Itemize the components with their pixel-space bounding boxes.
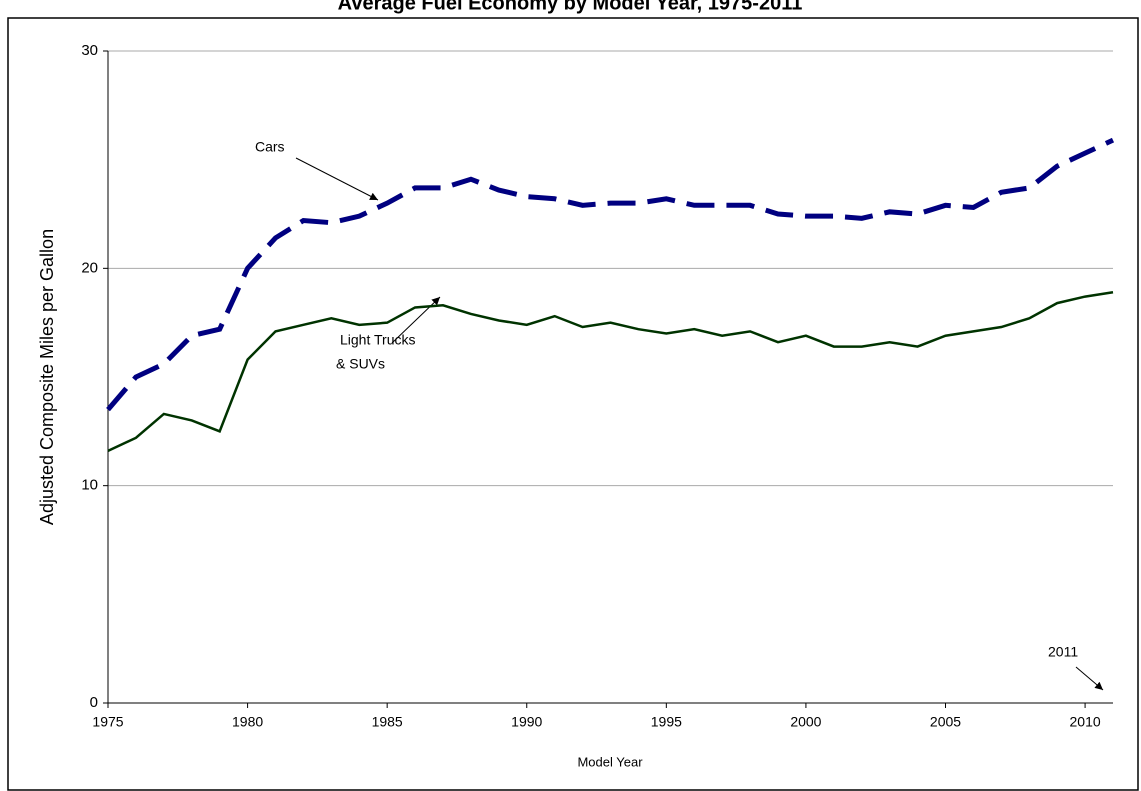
annotation: 2011 — [1048, 644, 1078, 660]
x-tick-label: 1975 — [92, 714, 123, 730]
x-tick-label: 2010 — [1070, 714, 1101, 730]
y-tick-label: 30 — [81, 42, 98, 59]
x-axis-label: Model Year — [577, 754, 643, 769]
x-tick-label: 1990 — [511, 714, 542, 730]
x-tick-label: 2000 — [790, 714, 821, 730]
annotation-arrow — [391, 296, 441, 344]
annotation: Light Trucks — [340, 332, 415, 348]
annotation: Cars — [255, 139, 285, 155]
frame — [7, 17, 1139, 791]
series-line — [106, 137, 1115, 412]
y-axis-label: Adjusted Composite Miles per Gallon — [37, 229, 57, 525]
annotation-arrow — [1075, 666, 1104, 691]
x-tick-label: 2005 — [930, 714, 961, 730]
x-tick-label: 1980 — [232, 714, 263, 730]
series-line — [107, 291, 1114, 453]
y-tick-label: 20 — [81, 259, 98, 276]
y-tick-label: 10 — [81, 477, 98, 494]
chart-title: Average Fuel Economy by Model Year, 1975… — [338, 0, 803, 14]
x-tick-label: 1995 — [651, 714, 682, 730]
x-tick-label: 1985 — [372, 714, 403, 730]
annotation-arrow — [295, 157, 379, 201]
y-tick-label: 0 — [90, 694, 98, 711]
annotation: & SUVs — [336, 356, 385, 372]
